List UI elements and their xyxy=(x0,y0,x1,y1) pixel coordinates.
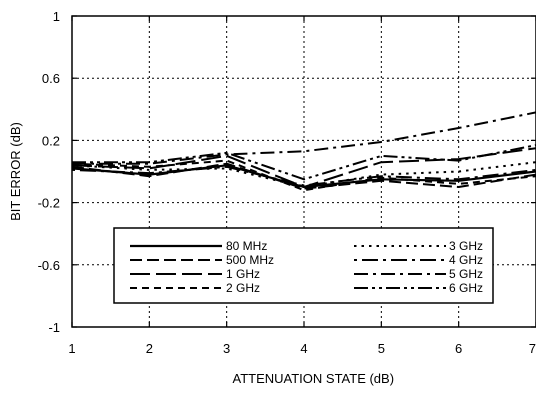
legend-label: 6 GHz xyxy=(449,281,483,295)
x-tick-label: 5 xyxy=(378,341,385,356)
axis-ticks: 1 2 3 4 5 6 7 1 0.6 0.2 -0.2 -0.6 -1 xyxy=(38,9,536,356)
series-line xyxy=(72,111,536,165)
x-tick-label: 7 xyxy=(529,341,536,356)
series-line xyxy=(72,144,536,181)
y-tick-label: 0.6 xyxy=(42,71,60,86)
legend-label: 500 MHz xyxy=(226,253,274,267)
legend-label: 1 GHz xyxy=(226,267,260,281)
legend-label: 3 GHz xyxy=(449,239,483,253)
x-tick-label: 6 xyxy=(455,341,462,356)
x-tick-label: 2 xyxy=(146,341,153,356)
y-tick-label: 1 xyxy=(53,9,60,24)
legend-box xyxy=(113,227,494,304)
series-lines xyxy=(71,111,536,192)
legend-label: 4 GHz xyxy=(449,253,483,267)
y-tick-label: 0.2 xyxy=(42,133,60,148)
series-line xyxy=(71,159,536,192)
x-tick-label: 1 xyxy=(68,341,75,356)
legend-label: 2 GHz xyxy=(226,281,260,295)
y-tick-label: -0.6 xyxy=(38,258,60,273)
x-axis-label: ATTENUATION STATE (dB) xyxy=(233,371,395,386)
x-tick-label: 4 xyxy=(300,341,307,356)
y-tick-label: -1 xyxy=(48,320,60,335)
y-axis-label: BIT ERROR (dB) xyxy=(8,122,23,221)
series-line xyxy=(71,161,536,188)
legend-label: 80 MHz xyxy=(226,239,267,253)
series-line xyxy=(71,165,536,187)
series-line xyxy=(71,162,536,190)
x-tick-label: 3 xyxy=(223,341,230,356)
legend-label: 5 GHz xyxy=(449,267,483,281)
y-tick-label: -0.2 xyxy=(38,196,60,211)
